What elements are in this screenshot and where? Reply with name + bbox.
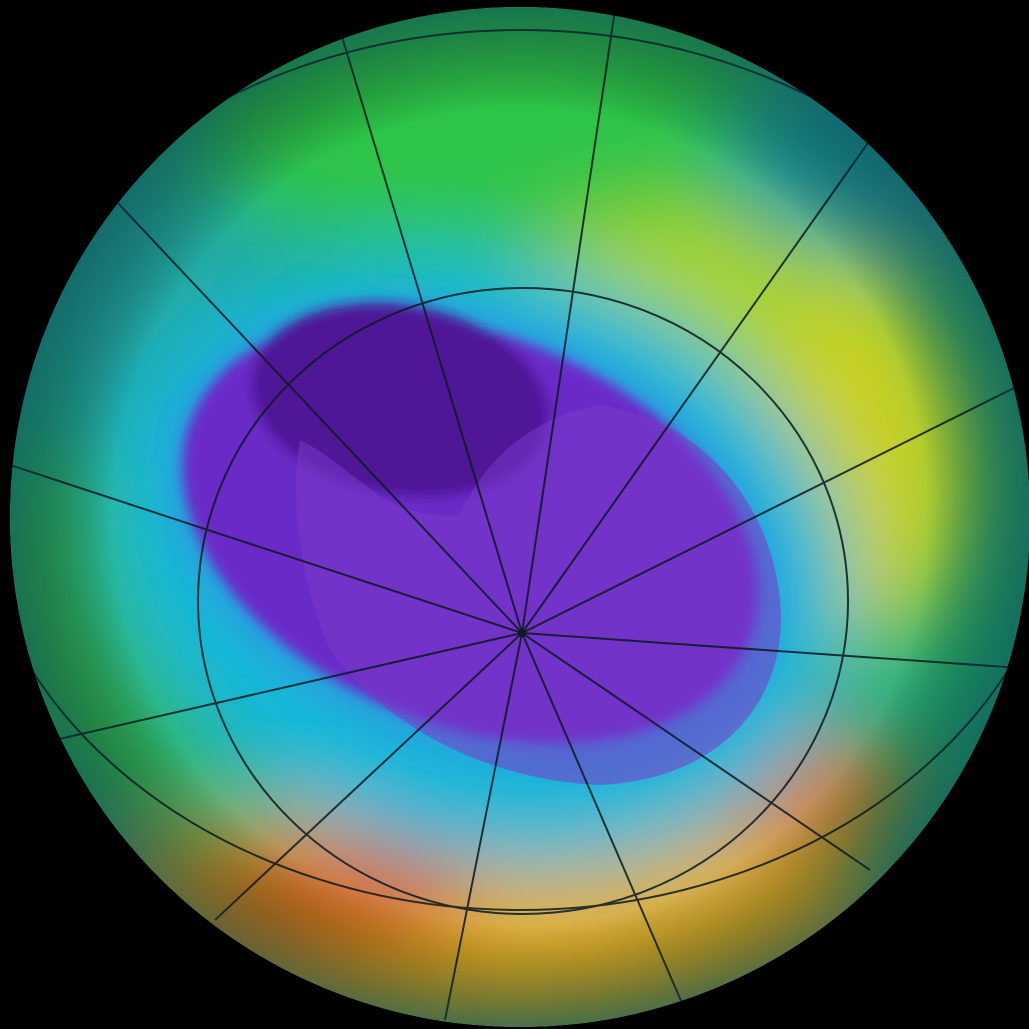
globe-limb xyxy=(10,7,1029,1027)
